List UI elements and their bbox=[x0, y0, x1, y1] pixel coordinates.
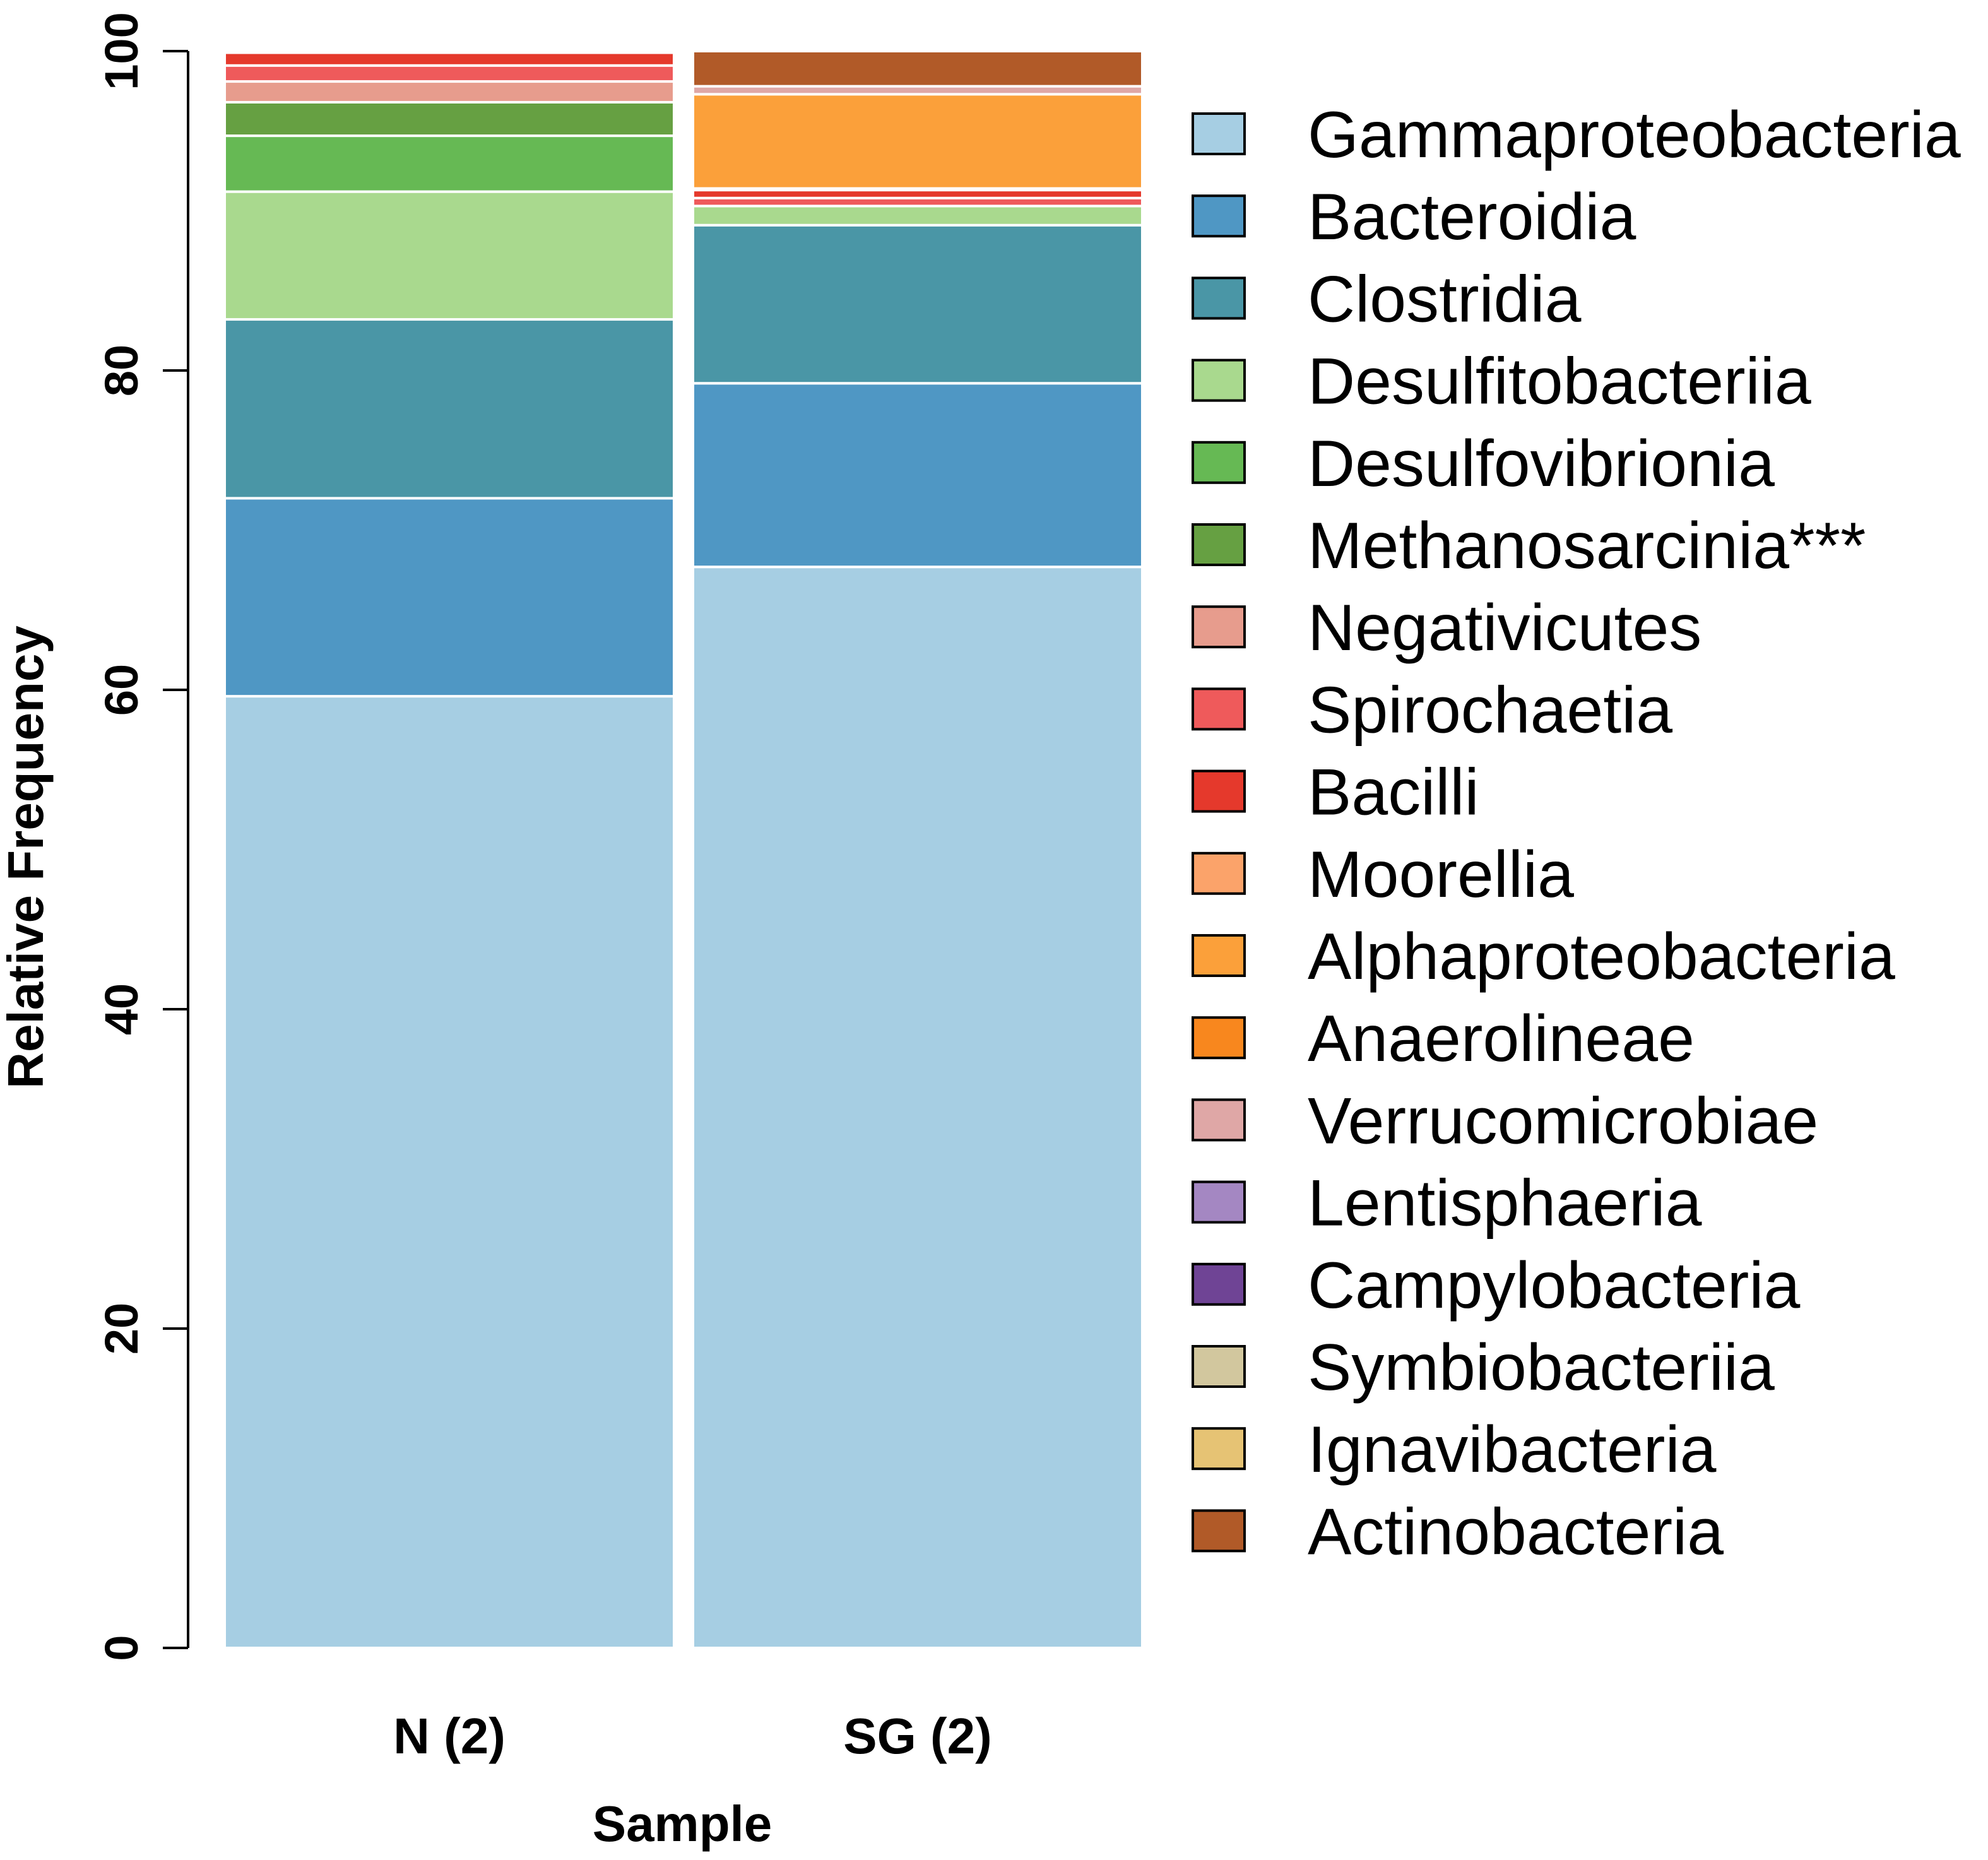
legend-swatch bbox=[1192, 934, 1246, 977]
legend-item: Moorellia bbox=[1192, 838, 1574, 911]
legend: Gammaproteobacteria Bacteroidia Clostridia… bbox=[1192, 98, 1961, 1568]
bar-segment bbox=[692, 382, 1144, 569]
legend-item: Ignavibacteria bbox=[1192, 1413, 1717, 1486]
legend-label: Symbiobacteriia bbox=[1308, 1331, 1775, 1404]
bar-segment bbox=[223, 80, 675, 104]
legend-label: Bacteroidia bbox=[1308, 181, 1636, 254]
legend-label: Desulfitobacteriia bbox=[1308, 345, 1811, 418]
legend-item: Campylobacteria bbox=[1192, 1249, 1801, 1322]
bar-segment bbox=[223, 100, 675, 138]
bar-segment bbox=[692, 93, 1144, 190]
legend-item: Symbiobacteriia bbox=[1192, 1331, 1775, 1404]
legend-swatch bbox=[1192, 112, 1246, 155]
legend-label: Actinobacteria bbox=[1308, 1495, 1724, 1568]
legend-label: Lentisphaeria bbox=[1308, 1167, 1702, 1240]
legend-swatch bbox=[1192, 194, 1246, 238]
category-label: N (2) bbox=[393, 1708, 506, 1764]
legend-item: Methanosarcinia*** bbox=[1192, 509, 1866, 583]
bar-segment bbox=[692, 204, 1144, 227]
legend-item: Alphaproteobacteria bbox=[1192, 920, 1895, 993]
legend-item: Verrucomicrobiae bbox=[1192, 1084, 1818, 1158]
y-tick-label: 20 bbox=[95, 1303, 148, 1354]
x-axis-title: Sample bbox=[593, 1796, 772, 1852]
y-tick-label: 60 bbox=[95, 664, 148, 716]
y-ticks: 0 20 40 60 80 100 bbox=[95, 12, 188, 1661]
legend-swatch bbox=[1192, 1345, 1246, 1388]
legend-label: Moorellia bbox=[1308, 838, 1574, 911]
legend-swatch bbox=[1192, 1180, 1246, 1224]
legend-item: Gammaproteobacteria bbox=[1192, 98, 1961, 172]
legend-swatch bbox=[1192, 358, 1246, 402]
legend-label: Desulfovibrionia bbox=[1308, 427, 1775, 501]
legend-swatch bbox=[1192, 1262, 1246, 1306]
legend-swatch bbox=[1192, 1509, 1246, 1553]
bar-stack bbox=[692, 50, 1144, 1650]
category-labels: N (2) SG (2) bbox=[393, 1708, 992, 1764]
bar-segment bbox=[692, 566, 1144, 1650]
category-label: SG (2) bbox=[843, 1708, 992, 1764]
legend-label: Campylobacteria bbox=[1308, 1249, 1801, 1322]
legend-item: Spirochaetia bbox=[1192, 673, 1672, 747]
legend-swatch bbox=[1192, 1098, 1246, 1142]
bar-segment bbox=[223, 497, 675, 698]
legend-item: Desulfovibrionia bbox=[1192, 427, 1775, 501]
bar-segment bbox=[223, 134, 675, 193]
bar-segment bbox=[223, 64, 675, 83]
y-axis: 0 20 40 60 80 100 bbox=[95, 12, 189, 1661]
legend-item: Lentisphaeria bbox=[1192, 1167, 1702, 1240]
y-axis-title: Relative Frequency bbox=[0, 625, 54, 1089]
legend-label: Methanosarcinia*** bbox=[1308, 509, 1866, 583]
legend-swatch bbox=[1192, 687, 1246, 731]
legend-label: Negativicutes bbox=[1308, 591, 1701, 665]
bar-segment bbox=[223, 190, 675, 321]
y-tick-label: 40 bbox=[95, 983, 148, 1035]
legend-label: Gammaproteobacteria bbox=[1308, 98, 1961, 172]
legend-swatch bbox=[1192, 851, 1246, 895]
legend-swatch bbox=[1192, 441, 1246, 484]
bar-segment bbox=[223, 318, 675, 500]
legend-label: Ignavibacteria bbox=[1308, 1413, 1717, 1486]
legend-label: Anaerolineae bbox=[1308, 1002, 1695, 1075]
legend-item: Bacteroidia bbox=[1192, 181, 1636, 254]
bar-segment bbox=[692, 223, 1144, 385]
legend-item: Actinobacteria bbox=[1192, 1495, 1724, 1568]
y-tick-label: 0 bbox=[95, 1635, 148, 1661]
y-tick-label: 80 bbox=[95, 345, 148, 396]
legend-item: Anaerolineae bbox=[1192, 1002, 1695, 1075]
legend-item: Bacilli bbox=[1192, 756, 1479, 829]
y-tick-label: 100 bbox=[95, 12, 148, 90]
legend-item: Negativicutes bbox=[1192, 591, 1701, 665]
legend-label: Verrucomicrobiae bbox=[1308, 1084, 1818, 1158]
legend-item: Desulfitobacteriia bbox=[1192, 345, 1811, 418]
bar-segment bbox=[223, 695, 675, 1649]
legend-label: Spirochaetia bbox=[1308, 673, 1672, 747]
legend-label: Clostridia bbox=[1308, 263, 1582, 336]
bar-stack bbox=[223, 51, 675, 1649]
bar-segment bbox=[223, 51, 675, 67]
bars bbox=[223, 50, 1144, 1650]
legend-swatch bbox=[1192, 276, 1246, 320]
legend-label: Bacilli bbox=[1308, 756, 1479, 829]
legend-swatch bbox=[1192, 605, 1246, 649]
legend-swatch bbox=[1192, 1016, 1246, 1060]
legend-label: Alphaproteobacteria bbox=[1308, 920, 1895, 993]
legend-item: Clostridia bbox=[1192, 263, 1582, 336]
legend-swatch bbox=[1192, 1427, 1246, 1471]
bar-segment bbox=[692, 50, 1144, 88]
legend-swatch bbox=[1192, 769, 1246, 813]
legend-swatch bbox=[1192, 523, 1246, 566]
